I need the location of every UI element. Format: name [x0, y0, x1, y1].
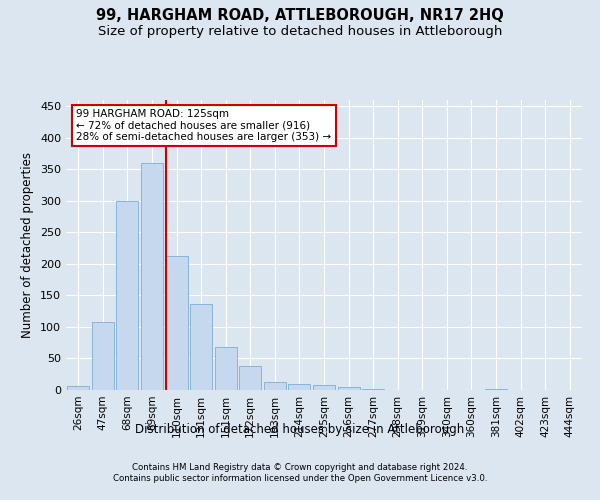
Text: Contains public sector information licensed under the Open Government Licence v3: Contains public sector information licen…	[113, 474, 487, 483]
Bar	[338, 387, 359, 390]
Bar	[166, 256, 188, 390]
Text: 99 HARGHAM ROAD: 125sqm
← 72% of detached houses are smaller (916)
28% of semi-d: 99 HARGHAM ROAD: 125sqm ← 72% of detache…	[76, 108, 331, 142]
Y-axis label: Number of detached properties: Number of detached properties	[22, 152, 34, 338]
Bar	[92, 322, 114, 390]
Bar	[67, 386, 89, 390]
Bar	[362, 388, 384, 390]
Bar	[239, 366, 262, 390]
Text: Distribution of detached houses by size in Attleborough: Distribution of detached houses by size …	[136, 422, 464, 436]
Text: 99, HARGHAM ROAD, ATTLEBOROUGH, NR17 2HQ: 99, HARGHAM ROAD, ATTLEBOROUGH, NR17 2HQ	[96, 8, 504, 22]
Bar	[313, 385, 335, 390]
Bar	[116, 201, 139, 390]
Text: Contains HM Land Registry data © Crown copyright and database right 2024.: Contains HM Land Registry data © Crown c…	[132, 462, 468, 471]
Bar	[141, 163, 163, 390]
Bar	[485, 388, 507, 390]
Bar	[215, 347, 237, 390]
Bar	[264, 382, 286, 390]
Bar	[289, 384, 310, 390]
Text: Size of property relative to detached houses in Attleborough: Size of property relative to detached ho…	[98, 24, 502, 38]
Bar	[190, 304, 212, 390]
